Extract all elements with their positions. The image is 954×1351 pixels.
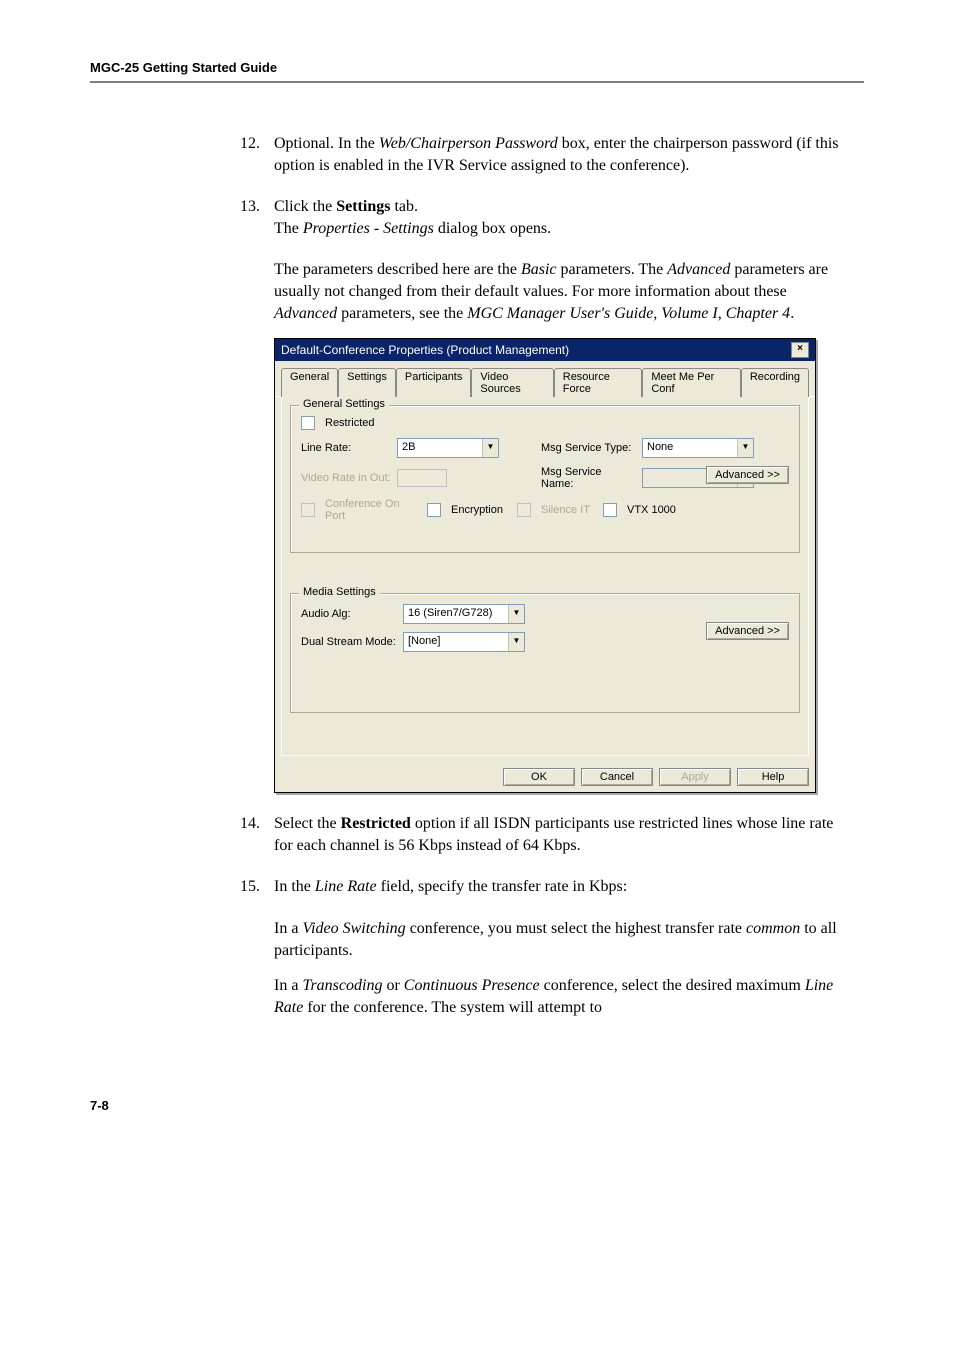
advanced-button-media[interactable]: Advanced >> (706, 622, 789, 640)
video-rate-input (397, 469, 447, 487)
line-rate-label: Line Rate: (301, 442, 391, 454)
emphasis: Video Switching (302, 920, 405, 937)
close-icon[interactable]: × (791, 342, 809, 358)
audio-alg-combo[interactable]: 16 (Siren7/G728) ▼ (403, 604, 525, 624)
text: dialog box opens. (434, 220, 551, 237)
list-item-14: 14. Select the Restricted option if all … (240, 813, 844, 864)
audio-alg-value: 16 (Siren7/G728) (404, 605, 508, 623)
encryption-label: Encryption (451, 504, 511, 516)
advanced-button-general[interactable]: Advanced >> (706, 466, 789, 484)
text: or (382, 977, 403, 994)
emphasis: MGC Manager User's Guide, Volume I, Chap… (467, 305, 790, 322)
emphasis: Web/Chairperson Password (379, 135, 558, 152)
tab-settings[interactable]: Settings (338, 368, 396, 397)
chevron-down-icon: ▼ (482, 439, 498, 457)
list-item-13: 13. Click the Settings tab. The Properti… (240, 196, 844, 247)
bold: Restricted (341, 815, 411, 832)
paragraph: In a Video Switching conference, you mus… (274, 918, 844, 961)
audio-alg-label: Audio Alg: (301, 608, 397, 620)
text: . (790, 305, 794, 322)
item-number: 14. (240, 813, 274, 864)
header-rule (90, 81, 864, 83)
cancel-button[interactable]: Cancel (581, 768, 653, 786)
restricted-label: Restricted (325, 417, 375, 429)
dialog-buttons: OK Cancel Apply Help (275, 762, 815, 792)
content-area: 12. Optional. In the Web/Chairperson Pas… (240, 133, 844, 1018)
help-button[interactable]: Help (737, 768, 809, 786)
emphasis: Continuous Presence (404, 977, 540, 994)
text: parameters, see the (337, 305, 467, 322)
emphasis: Advanced (667, 261, 730, 278)
group-label: General Settings (299, 398, 389, 410)
tab-resource-force[interactable]: Resource Force (554, 368, 643, 397)
msg-type-combo[interactable]: None ▼ (642, 438, 754, 458)
paragraph: In a Transcoding or Continuous Presence … (274, 975, 844, 1018)
emphasis: Line Rate (315, 878, 377, 895)
emphasis: Advanced (274, 305, 337, 322)
emphasis: Basic (521, 261, 557, 278)
chevron-down-icon: ▼ (508, 605, 524, 623)
text: In a (274, 977, 302, 994)
restricted-checkbox[interactable] (301, 416, 315, 430)
dual-stream-value: [None] (404, 633, 508, 651)
text: In the (274, 878, 315, 895)
dual-stream-combo[interactable]: [None] ▼ (403, 632, 525, 652)
apply-button: Apply (659, 768, 731, 786)
msg-type-value: None (643, 439, 737, 457)
emphasis: common (746, 920, 800, 937)
text: tab. (390, 198, 418, 215)
text: for the conference. The system will atte… (303, 999, 602, 1016)
tab-participants[interactable]: Participants (396, 368, 471, 397)
text: field, specify the transfer rate in Kbps… (377, 878, 628, 895)
group-label: Media Settings (299, 586, 380, 598)
text: The (274, 220, 303, 237)
vtx1000-checkbox[interactable] (603, 503, 617, 517)
msg-name-label: Msg Service Name: (541, 466, 636, 490)
text: In a (274, 920, 302, 937)
tab-meet-me[interactable]: Meet Me Per Conf (642, 368, 741, 397)
silence-it-label: Silence IT (541, 504, 597, 516)
list-item-15: 15. In the Line Rate field, specify the … (240, 876, 844, 906)
properties-dialog: Default-Conference Properties (Product M… (274, 338, 816, 793)
text: conference, you must select the highest … (406, 920, 746, 937)
item-number: 15. (240, 876, 274, 906)
dialog-titlebar: Default-Conference Properties (Product M… (275, 339, 815, 361)
text: parameters. The (557, 261, 668, 278)
text: Optional. In the (274, 135, 379, 152)
msg-type-label: Msg Service Type: (541, 442, 636, 454)
bold: Settings (336, 198, 390, 215)
general-settings-group: General Settings Restricted Line Rate: 2… (290, 405, 800, 553)
ok-button[interactable]: OK (503, 768, 575, 786)
conf-on-port-checkbox (301, 503, 315, 517)
text: conference, select the desired maximum (540, 977, 805, 994)
tab-panel: General Settings Restricted Line Rate: 2… (281, 397, 809, 756)
tab-recording[interactable]: Recording (741, 368, 809, 397)
line-rate-combo[interactable]: 2B ▼ (397, 438, 499, 458)
chevron-down-icon: ▼ (508, 633, 524, 651)
text: The parameters described here are the (274, 261, 521, 278)
dual-stream-label: Dual Stream Mode: (301, 636, 397, 648)
tab-video-sources[interactable]: Video Sources (471, 368, 553, 397)
silence-it-checkbox (517, 503, 531, 517)
conf-on-port-label: Conference On Port (325, 498, 421, 522)
item-number: 13. (240, 196, 274, 247)
text: Select the (274, 815, 341, 832)
item-number: 12. (240, 133, 274, 184)
emphasis: Transcoding (302, 977, 382, 994)
media-settings-group: Media Settings Audio Alg: 16 (Siren7/G72… (290, 593, 800, 713)
dialog-title: Default-Conference Properties (Product M… (281, 343, 569, 357)
page-number: 7-8 (90, 1098, 864, 1113)
tab-strip: General Settings Participants Video Sour… (275, 361, 815, 397)
tab-general[interactable]: General (281, 368, 338, 397)
chevron-down-icon: ▼ (737, 439, 753, 457)
encryption-checkbox[interactable] (427, 503, 441, 517)
video-rate-label: Video Rate in Out: (301, 472, 391, 484)
page-header: MGC-25 Getting Started Guide (90, 60, 864, 75)
line-rate-value: 2B (398, 439, 482, 457)
text: Click the (274, 198, 336, 215)
vtx1000-label: VTX 1000 (627, 504, 676, 516)
list-item-12: 12. Optional. In the Web/Chairperson Pas… (240, 133, 844, 184)
paragraph: The parameters described here are the Ba… (274, 259, 844, 324)
emphasis: Properties - Settings (303, 220, 434, 237)
